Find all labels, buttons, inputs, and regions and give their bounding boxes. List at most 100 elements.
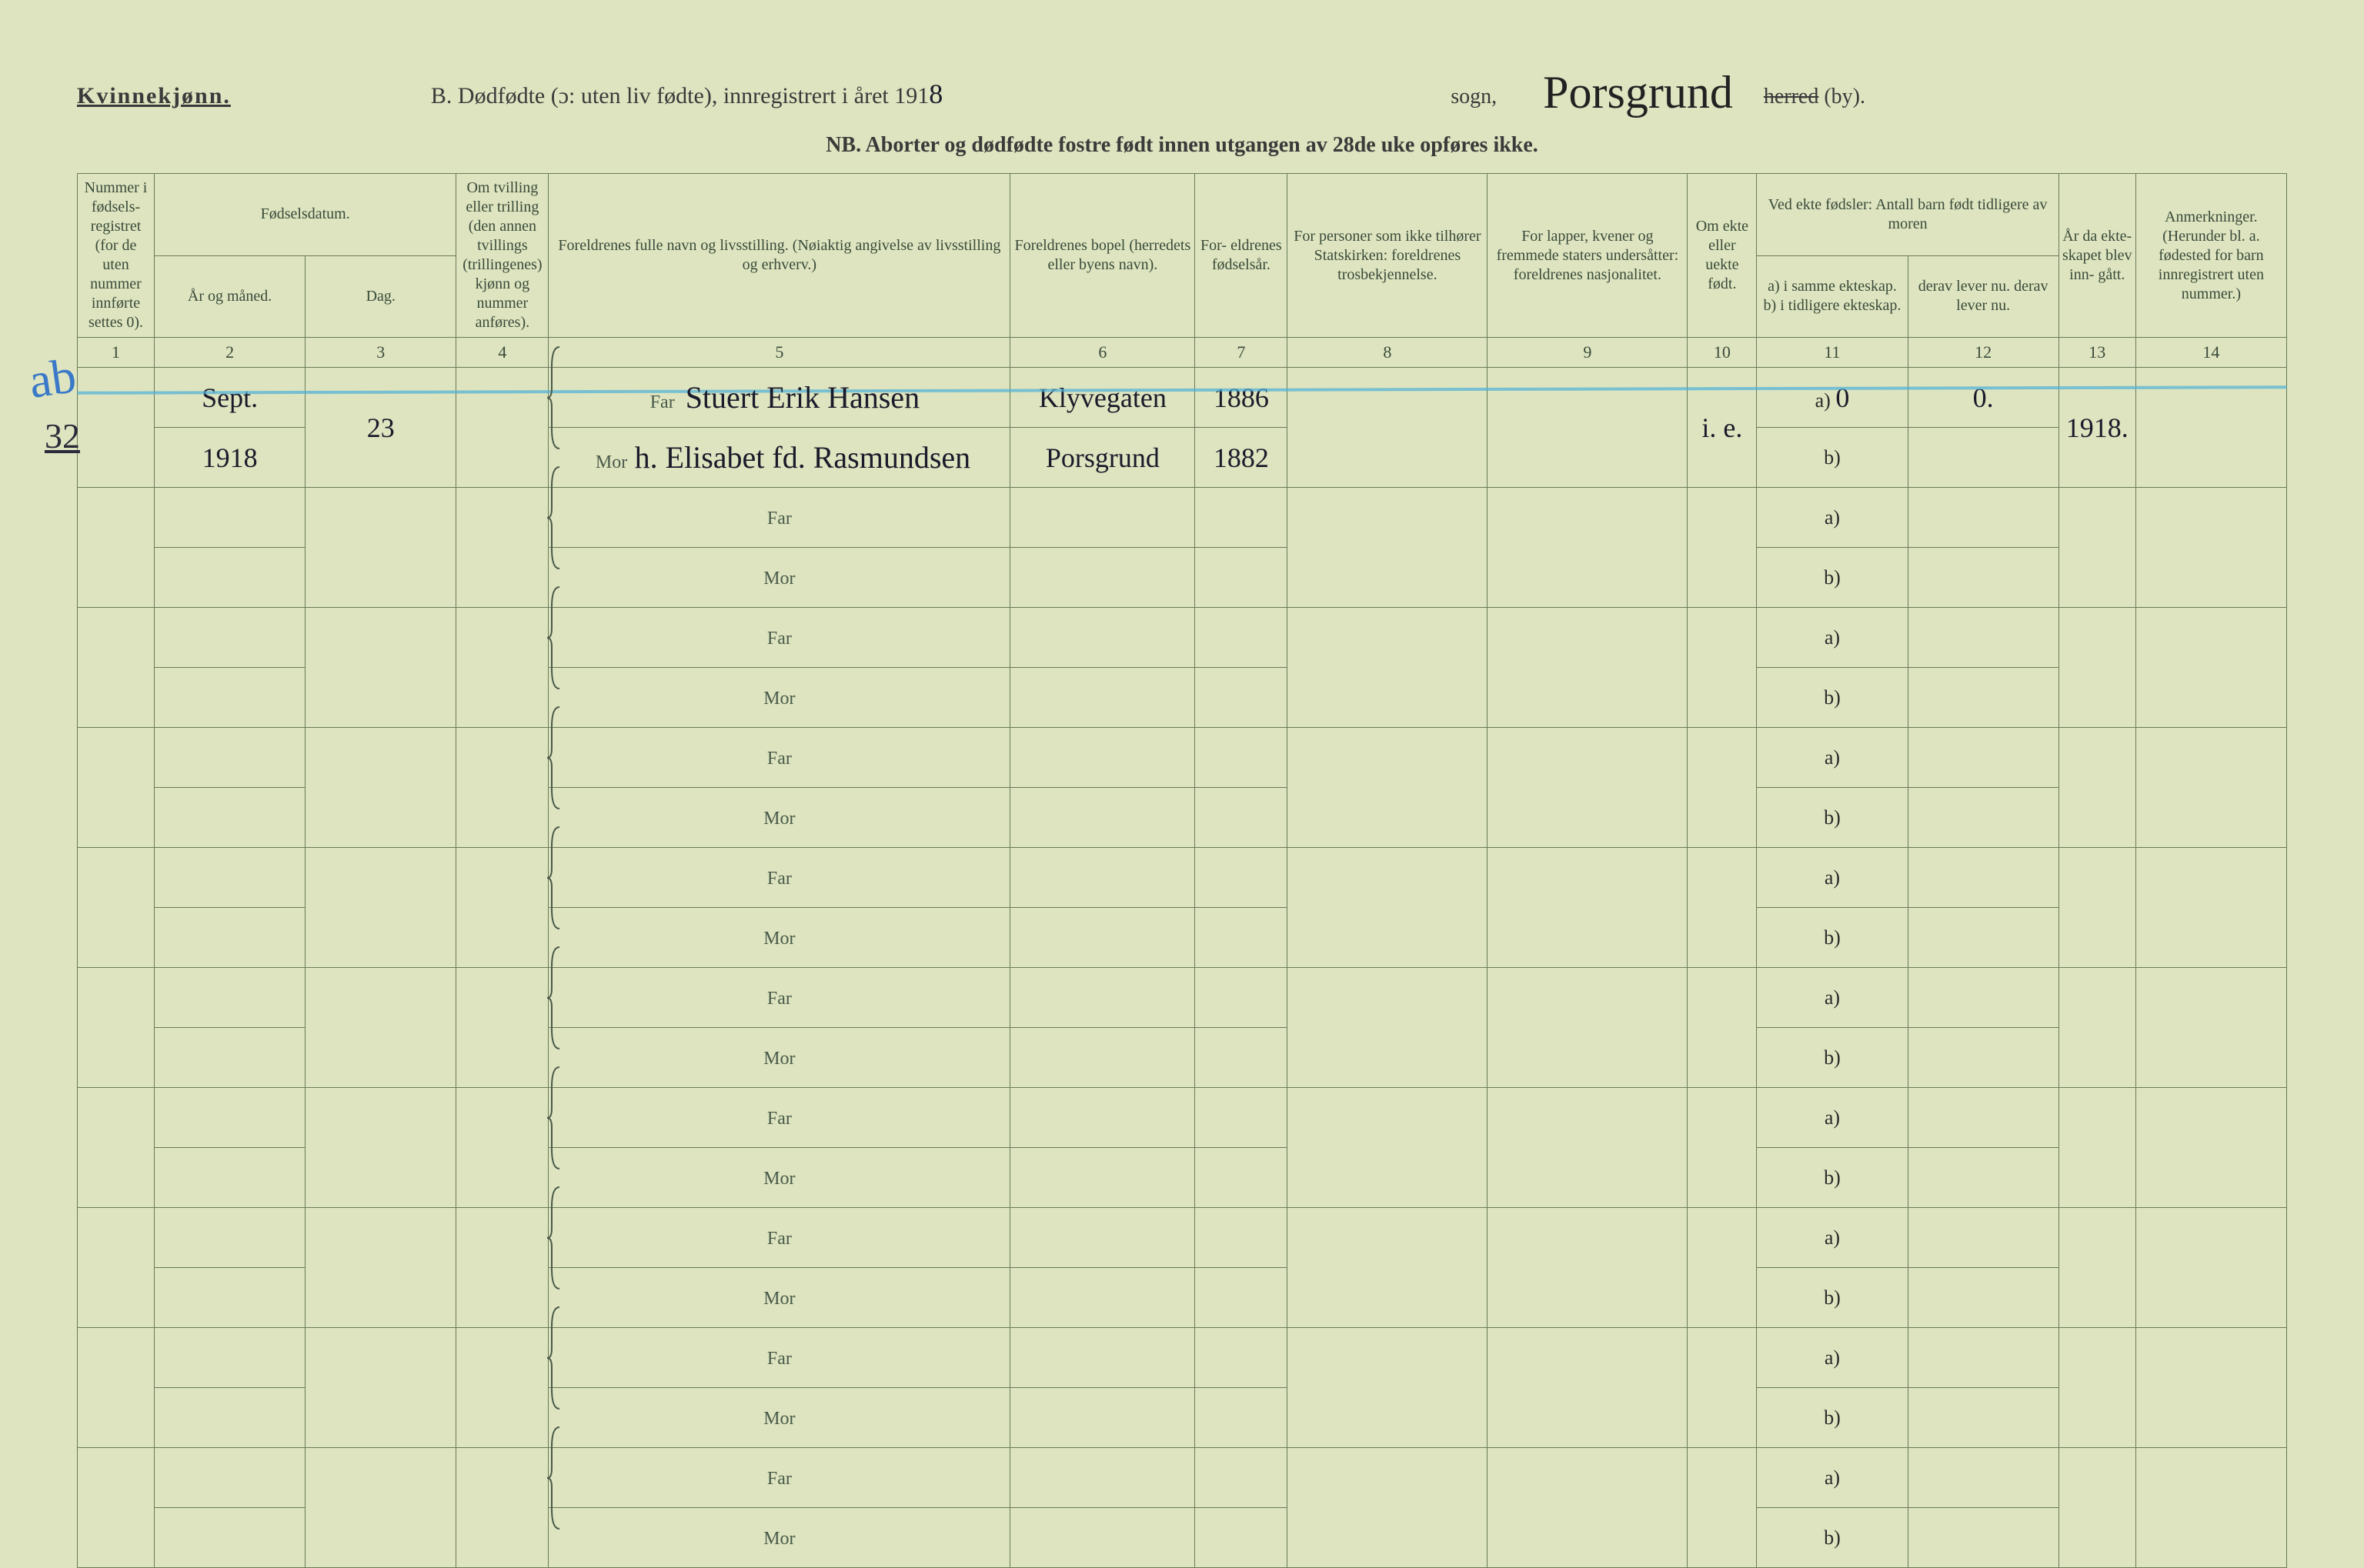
cell-ekt-b-lev <box>1908 788 2058 848</box>
cell-year-month <box>155 1448 306 1508</box>
year-suffix-handwritten: 8 <box>929 78 943 109</box>
sogn-label: sogn, <box>1451 85 1497 109</box>
col-6-header: Foreldrenes bopel (herredets eller byens… <box>1010 174 1195 338</box>
cell-church <box>1287 1328 1488 1448</box>
cell-ekt-b-lev <box>1908 428 2058 488</box>
cell-ekt-a: a) <box>1757 608 1908 668</box>
cell-marriage-year <box>2058 1328 2135 1448</box>
cell-mother-home <box>1010 1508 1195 1568</box>
cell-father-byear <box>1195 488 1287 548</box>
cell-church <box>1287 1208 1488 1328</box>
cell-mother-byear <box>1195 788 1287 848</box>
cell-twin <box>456 368 549 488</box>
cell-mother-home: Porsgrund <box>1010 428 1195 488</box>
cell-notes <box>2135 728 2286 848</box>
cell-year-month <box>155 1088 306 1148</box>
col-8-header: For personer som ikke tilhører Statskirk… <box>1287 174 1488 338</box>
colnum-4: 4 <box>456 338 549 368</box>
cell-nationality <box>1488 1328 1688 1448</box>
cell-ekt-b: b) <box>1757 1028 1908 1088</box>
cell-mother-byear <box>1195 668 1287 728</box>
cell-number <box>78 1328 155 1448</box>
cell-year-month-b <box>155 1268 306 1328</box>
cell-year-month <box>155 728 306 788</box>
table-body: Sept.23FarStuert Erik HansenKlyvegaten18… <box>78 368 2287 1568</box>
cell-notes <box>2135 1208 2286 1328</box>
subtitle: NB. Aborter og dødfødte fostre født inne… <box>77 133 2287 158</box>
cell-year-month-b <box>155 548 306 608</box>
cell-ekt-a-lev <box>1908 968 2058 1028</box>
colnum-3: 3 <box>306 338 456 368</box>
cell-twin <box>456 848 549 968</box>
cell-mother: Morh. Elisabet fd. Rasmundsen <box>549 428 1010 488</box>
cell-mother-home <box>1010 668 1195 728</box>
cell-nationality <box>1488 488 1688 608</box>
by-label: (by). <box>1824 85 1865 108</box>
cell-number <box>78 1208 155 1328</box>
cell-number <box>78 368 155 488</box>
table-row: Fara) <box>78 1208 2287 1268</box>
cell-number <box>78 1088 155 1208</box>
cell-father: Far <box>549 968 1010 1028</box>
cell-mother: Mor <box>549 1028 1010 1088</box>
cell-nationality <box>1488 1208 1688 1328</box>
col-11-header: a) i samme ekteskap. b) i tidligere ekte… <box>1757 255 1908 338</box>
cell-father-byear <box>1195 608 1287 668</box>
cell-number <box>78 728 155 848</box>
cell-twin <box>456 1208 549 1328</box>
cell-ekt-b-lev <box>1908 1508 2058 1568</box>
colnum-14: 14 <box>2135 338 2286 368</box>
cell-mother-byear <box>1195 908 1287 968</box>
title-prefix: B. Dødfødte (ɔ: uten liv fødte), innregi… <box>431 83 929 108</box>
cell-church <box>1287 1088 1488 1208</box>
cell-church <box>1287 368 1488 488</box>
cell-day: 23 <box>306 368 456 488</box>
cell-ekt-b-lev <box>1908 1268 2058 1328</box>
cell-ekt-a-lev: 0. <box>1908 368 2058 428</box>
cell-father: Far <box>549 1328 1010 1388</box>
cell-church <box>1287 848 1488 968</box>
colnum-5: 5 <box>549 338 1010 368</box>
cell-nationality <box>1488 968 1688 1088</box>
cell-mother: Mor <box>549 548 1010 608</box>
cell-notes <box>2135 1448 2286 1568</box>
cell-year-month-b <box>155 1028 306 1088</box>
cell-legit <box>1688 608 1757 728</box>
cell-year-month <box>155 608 306 668</box>
cell-notes <box>2135 488 2286 608</box>
col-ekte-header: Ved ekte fødsler: Antall barn født tidli… <box>1757 174 2058 256</box>
cell-marriage-year <box>2058 1088 2135 1208</box>
cell-father: Far <box>549 728 1010 788</box>
cell-marriage-year <box>2058 848 2135 968</box>
cell-ekt-a-lev <box>1908 1208 2058 1268</box>
cell-year-month <box>155 968 306 1028</box>
cell-father-home <box>1010 608 1195 668</box>
cell-father-home <box>1010 968 1195 1028</box>
colnum-10: 10 <box>1688 338 1757 368</box>
cell-marriage-year <box>2058 1448 2135 1568</box>
cell-ekt-b: b) <box>1757 908 1908 968</box>
cell-marriage-year <box>2058 728 2135 848</box>
cell-father-byear <box>1195 968 1287 1028</box>
cell-ekt-a-lev <box>1908 728 2058 788</box>
col-13-header: År da ekte- skapet blev inn- gått. <box>2058 174 2135 338</box>
cell-mother-byear <box>1195 1388 1287 1448</box>
cell-nationality <box>1488 728 1688 848</box>
cell-nationality <box>1488 848 1688 968</box>
cell-ekt-b: b) <box>1757 1148 1908 1208</box>
cell-mother-home <box>1010 1268 1195 1328</box>
cell-twin <box>456 1328 549 1448</box>
table-row: Fara) <box>78 728 2287 788</box>
colnum-7: 7 <box>1195 338 1287 368</box>
cell-twin <box>456 1088 549 1208</box>
cell-day <box>306 848 456 968</box>
cell-notes <box>2135 1088 2286 1208</box>
cell-father: Far <box>549 1088 1010 1148</box>
herred-strikethrough: herred <box>1764 85 1819 108</box>
cell-mother: Mor <box>549 668 1010 728</box>
cell-church <box>1287 488 1488 608</box>
cell-ekt-a-lev <box>1908 608 2058 668</box>
cell-ekt-a: a) <box>1757 968 1908 1028</box>
cell-mother-byear <box>1195 548 1287 608</box>
cell-twin <box>456 488 549 608</box>
